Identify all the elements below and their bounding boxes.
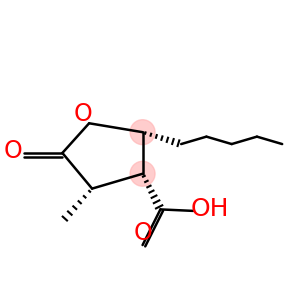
- Circle shape: [130, 161, 155, 186]
- Text: OH: OH: [190, 197, 229, 221]
- Text: O: O: [133, 221, 152, 245]
- Circle shape: [130, 120, 155, 145]
- Text: O: O: [74, 102, 93, 126]
- Text: O: O: [4, 140, 22, 164]
